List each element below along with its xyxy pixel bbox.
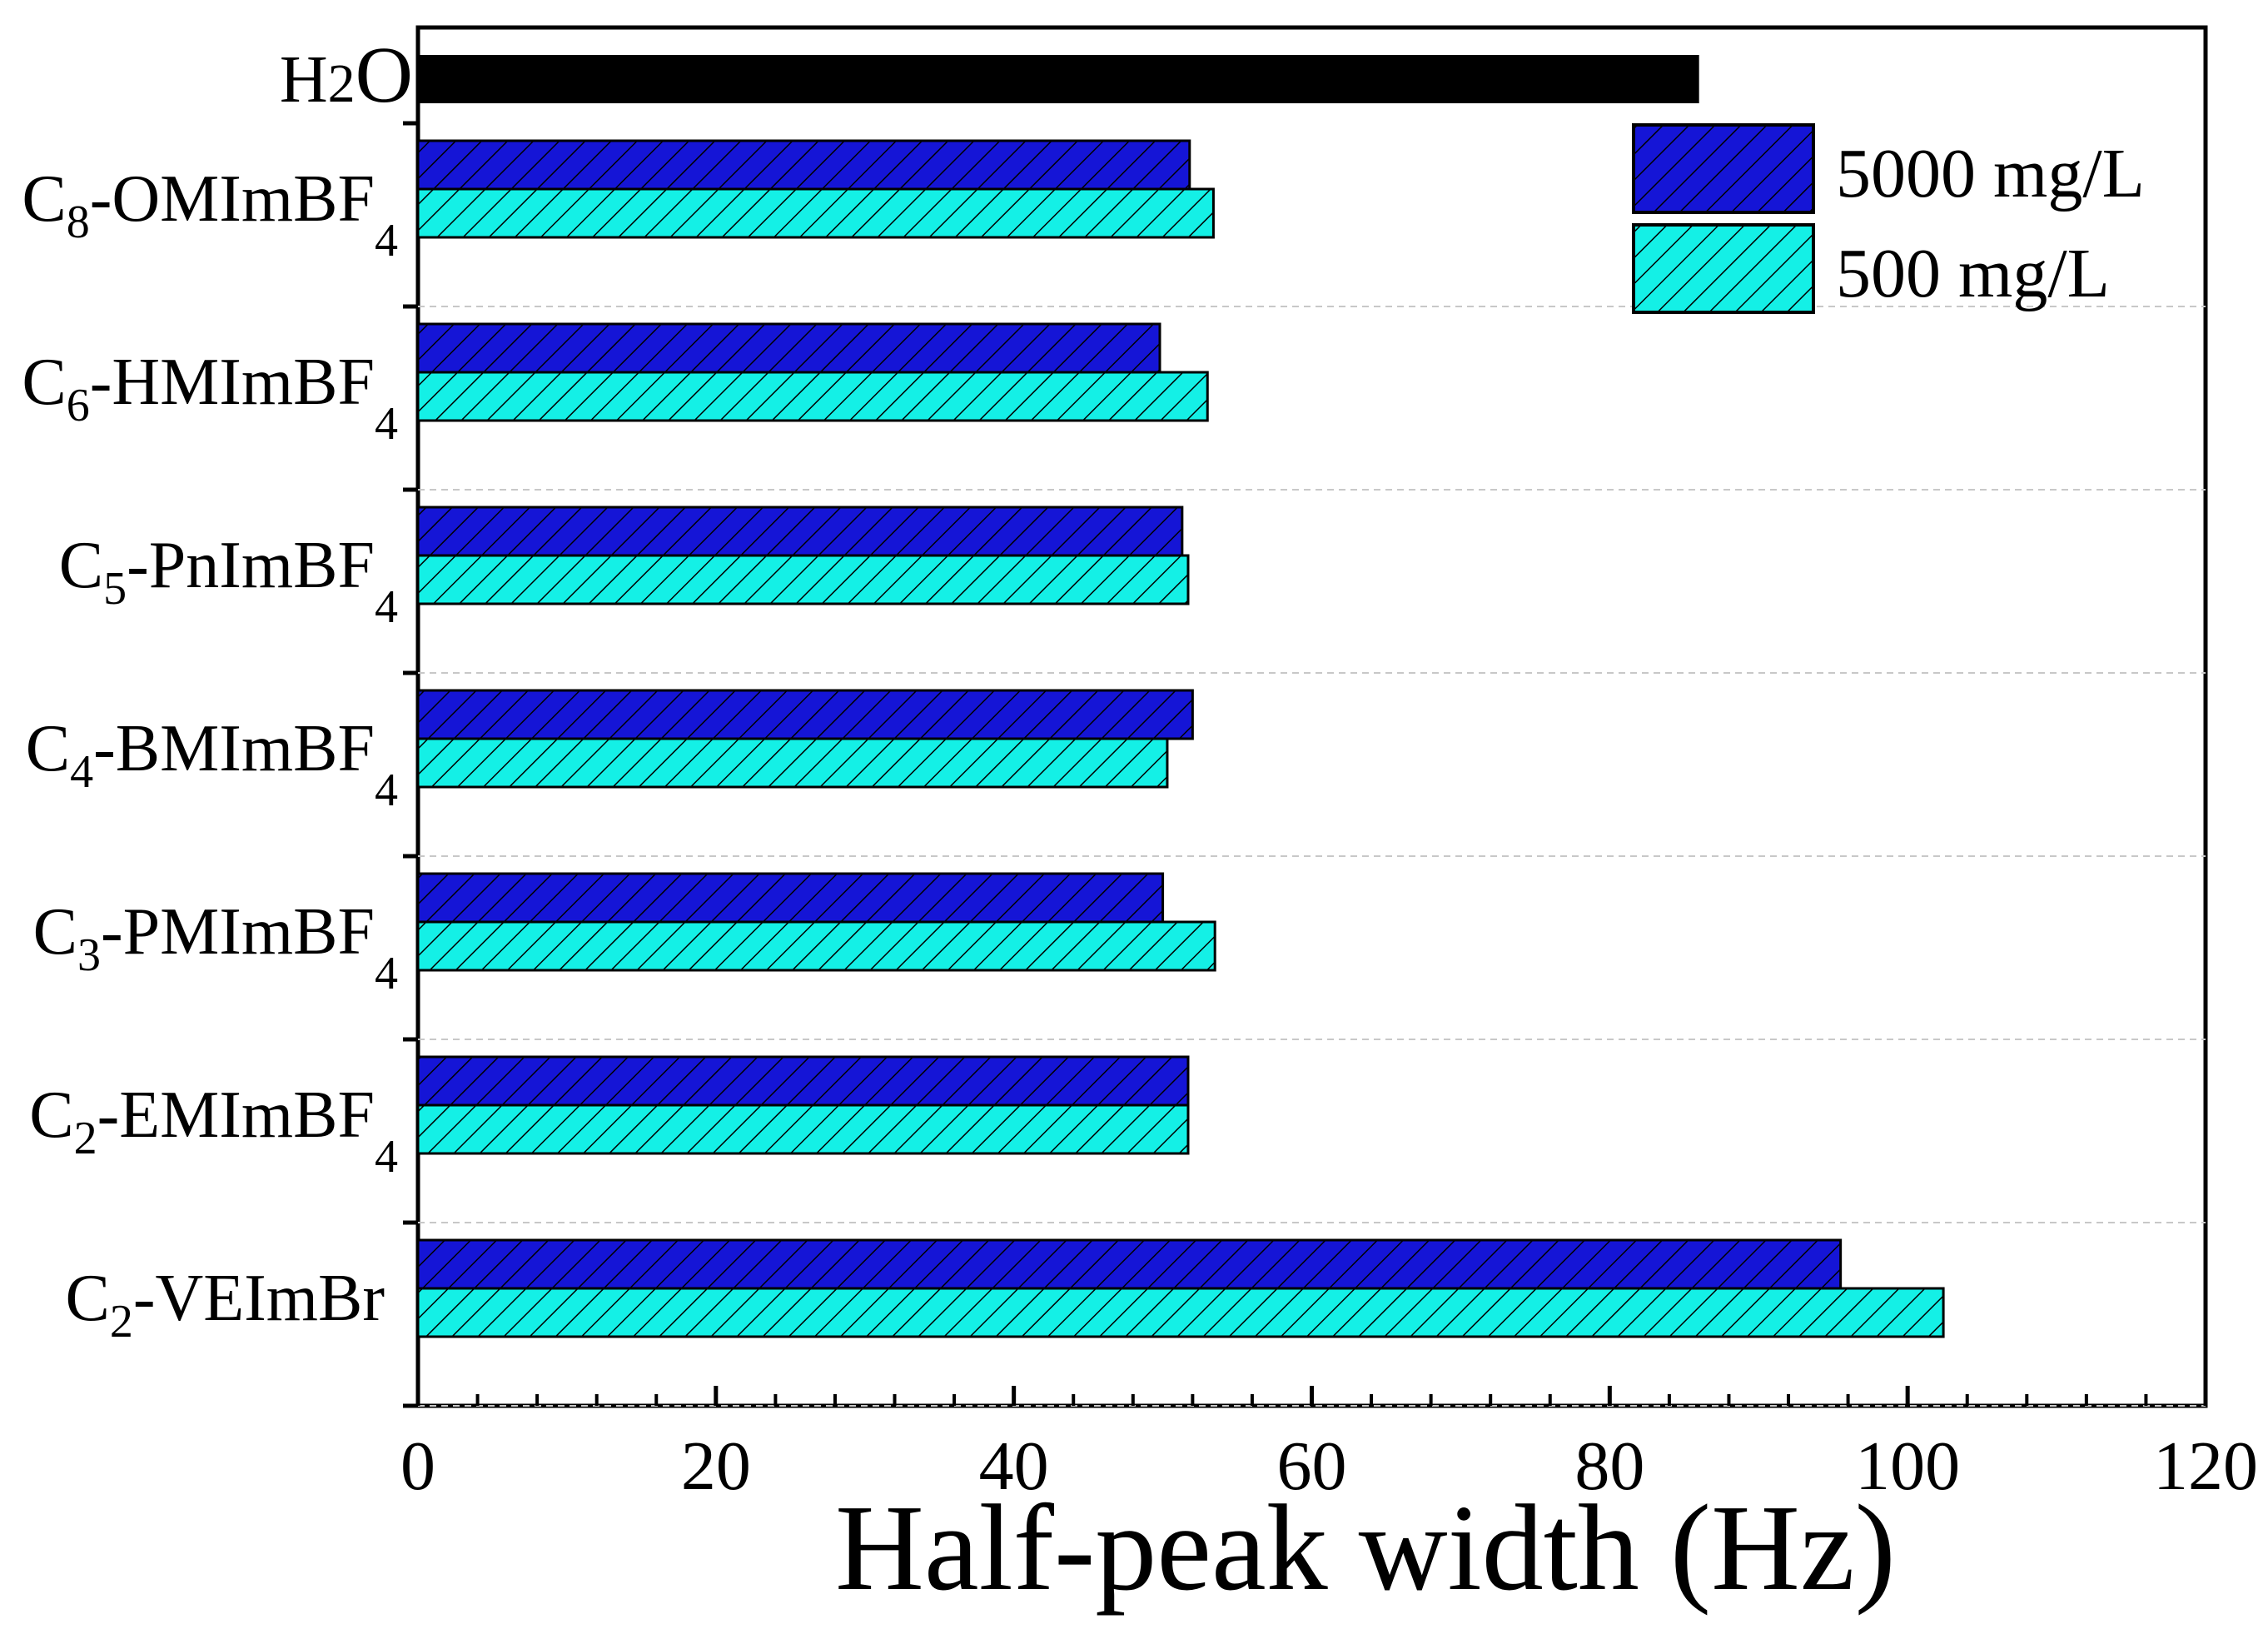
category-label-c5-pnimbf-main: -PnImBF	[127, 529, 375, 602]
category-label-c4-bmimbf-tail-sub: 4	[375, 765, 398, 816]
category-label-c6-hmimbf-tail-sub: 4	[375, 398, 398, 450]
category-label-c5-pnimbf-sub: 5	[103, 563, 127, 615]
bar-h2o	[418, 55, 1699, 103]
x-tick-label-100: 100	[1855, 1427, 1960, 1505]
y-ticks	[403, 121, 418, 1408]
category-label-c5-pnimbf: C5-PnImBF4	[59, 529, 398, 633]
bar-emimbf-500-mg-l	[416, 1103, 1190, 1155]
bar-emimbf-5000-mg-l	[416, 1055, 1190, 1107]
legend: 5000 mg/L 500 mg/L	[1632, 123, 2145, 314]
bar-pmimbf-5000-mg-l	[416, 872, 1165, 924]
bar-veimbr-5000-mg-l	[416, 1238, 1843, 1290]
category-label-h2o: H2O	[280, 30, 413, 119]
category-label-c6-hmimbf: C6-HMImBF4	[22, 346, 398, 450]
x-tick-label-60: 60	[1277, 1427, 1347, 1505]
category-label-c8-omimbf-main: -OMImBF	[90, 162, 375, 236]
bar-pnimbf-5000-mg-l	[416, 506, 1184, 557]
x-tick-label-80: 80	[1574, 1427, 1644, 1505]
bar-omimbf-500-mg-l	[416, 187, 1215, 239]
x-axis: 0 20 40 60 80 100 120	[400, 1386, 2258, 1505]
x-tick-label-0: 0	[400, 1427, 435, 1505]
legend-label-5000: 5000 mg/L	[1836, 135, 2145, 212]
category-label-c6-hmimbf-sub: 6	[67, 380, 90, 431]
x-tick-label-20: 20	[681, 1427, 751, 1505]
category-label-c3-pmimbf-tail-sub: 4	[375, 948, 398, 999]
category-label-c2-emimbf: C2-EMImBF4	[29, 1079, 398, 1183]
bar-pmimbf-500-mg-l	[416, 920, 1216, 972]
x-axis-title: Half-peak width (Hz)	[835, 1480, 1896, 1617]
bar-omimbf-5000-mg-l	[416, 139, 1191, 191]
category-label-c3-pmimbf-main: -PMImBF	[101, 895, 375, 969]
category-label-c8-omimbf-sub: 8	[67, 197, 90, 248]
category-label-c3-pmimbf-sub: 3	[77, 929, 101, 981]
legend-label-500: 500 mg/L	[1836, 235, 2110, 312]
category-label-h2o-tail: O	[356, 30, 413, 119]
category-label-c3-pmimbf: C3-PMImBF4	[33, 895, 398, 999]
category-label-c2-emimbf-tail-sub: 4	[375, 1131, 398, 1183]
category-label-c6-hmimbf-main: -HMImBF	[90, 346, 375, 419]
bar-pnimbf-500-mg-l	[416, 554, 1190, 605]
x-tick-label-40: 40	[979, 1427, 1049, 1505]
bars	[416, 55, 1945, 1338]
legend-swatch-5000	[1632, 123, 1815, 214]
category-label-c4-bmimbf-main: -BMImBF	[93, 712, 375, 785]
category-label-c4-bmimbf-sub: 4	[70, 746, 93, 798]
category-label-c8-omimbf: C8-OMImBF4	[22, 162, 398, 267]
category-label-h2o-sub: 2	[328, 53, 356, 114]
category-label-c8-omimbf-tail-sub: 4	[375, 215, 398, 267]
bar-veimbr-500-mg-l	[416, 1287, 1945, 1338]
bar-hmimbf-5000-mg-l	[416, 322, 1161, 374]
category-label-c2-veimbr: C2-VEImBr	[65, 1262, 385, 1348]
bar-bmimbf-500-mg-l	[416, 737, 1169, 789]
category-label-c5-pnimbf-tail-sub: 4	[375, 581, 398, 633]
category-label-c4-bmimbf: C4-BMImBF4	[26, 712, 398, 816]
category-label-c2-emimbf-sub: 2	[74, 1113, 97, 1164]
bar-hmimbf-500-mg-l	[416, 371, 1209, 422]
category-labels: H2O C8-OMImBF4 C6-HMImBF4 C5-PnImBF4 C4-BMIm…	[22, 30, 413, 1348]
category-label-c2-veimbr-sub: 2	[110, 1296, 133, 1348]
legend-swatch-500	[1632, 223, 1815, 314]
category-label-c2-veimbr-main: -VEImBr	[133, 1262, 385, 1335]
x-tick-label-120: 120	[2153, 1427, 2258, 1505]
category-label-c2-emimbf-main: -EMImBF	[97, 1079, 375, 1152]
bar-bmimbf-5000-mg-l	[416, 689, 1194, 740]
